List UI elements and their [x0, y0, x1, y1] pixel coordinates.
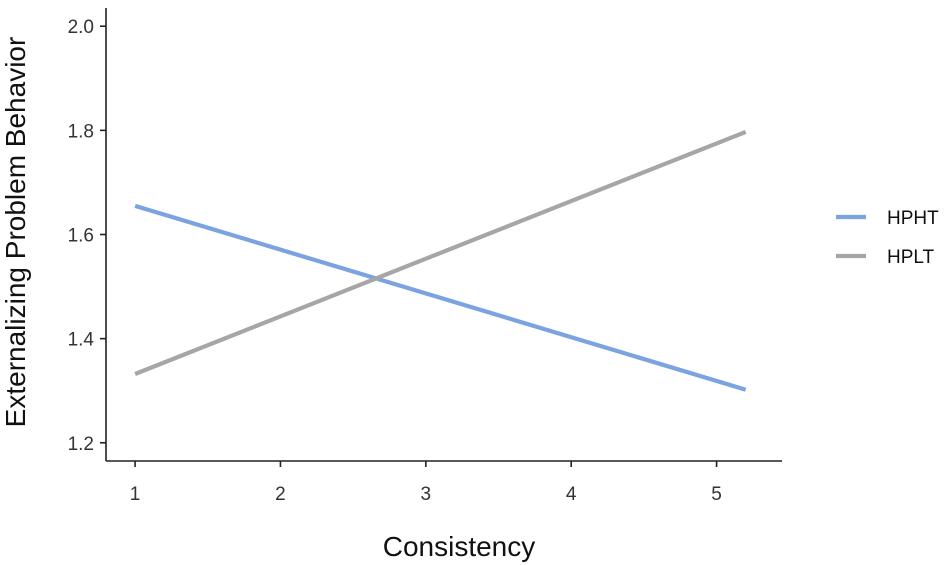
y-ticks: 1.2 1.4 1.6 1.8 2.0 — [68, 17, 106, 455]
x-tick-label: 5 — [711, 484, 722, 505]
axes: 1.2 1.4 1.6 1.8 2.0 1 2 3 4 5 — [68, 8, 782, 505]
x-tick-label: 3 — [421, 484, 432, 505]
y-tick-label: 1.8 — [68, 121, 94, 142]
x-axis-title: Consistency — [383, 531, 536, 562]
x-tick-label: 1 — [130, 484, 141, 505]
x-tick-label: 4 — [566, 484, 577, 505]
series-layer — [134, 129, 747, 392]
x-ticks: 1 2 3 4 5 — [130, 461, 722, 505]
series-line-hpht — [134, 203, 747, 392]
y-tick-label: 2.0 — [68, 17, 94, 38]
legend: HPHT HPLT — [836, 208, 939, 268]
legend-label-hpht: HPHT — [887, 208, 939, 229]
y-tick-label: 1.2 — [68, 434, 94, 455]
x-tick-label: 2 — [275, 484, 286, 505]
y-axis-title: Externalizing Problem Behavior — [0, 37, 31, 428]
series-line-hplt — [134, 129, 747, 376]
y-tick-label: 1.4 — [68, 330, 95, 351]
y-tick-label: 1.6 — [68, 226, 94, 247]
legend-label-hplt: HPLT — [887, 247, 935, 268]
